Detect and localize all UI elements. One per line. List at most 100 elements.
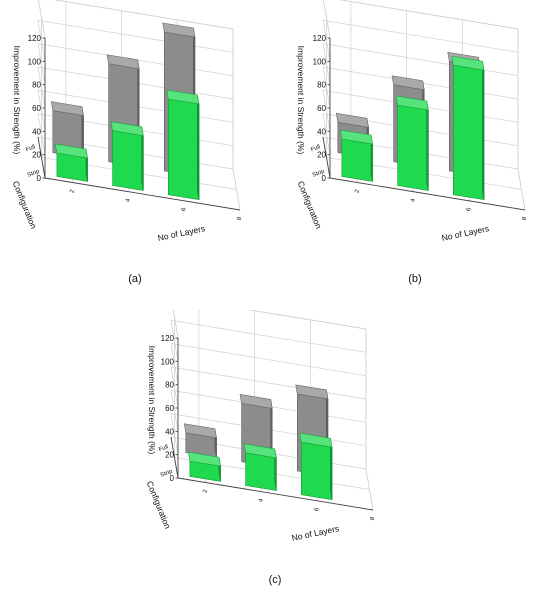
gridline-z [322,43,519,85]
x-tick-label: 6 [466,207,473,212]
x-tick-label: 2 [355,188,362,193]
floor-edge [365,468,374,511]
x-axis-line [44,177,241,211]
chart-axes: 0 20 40 60 80 100 120 2 4 6 8 Full Strip [310,34,528,221]
bar-top-face [239,394,273,409]
y-category-label: Full [25,144,36,153]
panel-label: (c) [269,574,282,586]
chart-panel-b: 0 20 40 60 80 100 120 2 4 6 8 Full Strip Improvement … [280,0,550,290]
x-tick-label: 4 [258,497,265,502]
x-tick-label: 4 [125,197,132,202]
bar-top-face [299,432,333,448]
z-tick-label: 80 [32,81,41,90]
bar-chart-3d: 0 20 40 60 80 100 120 2 4 6 8 Full Strip Improvement … [11,0,244,285]
bar-top-face [391,75,425,91]
y-category-label: Strip [312,169,326,179]
z-axis-title: Improvement in Strength (%) [296,46,306,155]
y-axis-line [322,136,331,179]
x-tick-label: 6 [314,507,321,512]
chart-axes: 0 20 40 60 80 100 120 2 4 6 8 Full Strip [25,34,243,221]
chart-axes: 0 20 40 60 80 100 120 2 4 6 8 Full Strip [158,334,376,521]
x-axis-title: No of Layers [441,223,490,243]
bar-strip-6 [299,432,333,501]
bar-side-face [426,100,429,191]
y-axis-title: Configuration [11,180,39,231]
bar-side-face [197,94,200,200]
bar-side-face [141,126,144,191]
x-tick-label: 6 [181,207,188,212]
z-tick-label: 100 [313,57,327,66]
panel-label: (a) [128,273,141,285]
x-axis-title: No of Layers [291,523,340,543]
z-tick-label: 120 [161,334,175,343]
z-tick-label: 0 [37,174,42,183]
bars [50,22,200,201]
z-tick-label: 20 [32,151,41,160]
gridline-x [517,29,526,211]
floor-edge [232,168,241,211]
x-axis-title: No of Layers [157,223,206,243]
z-tick-label: 100 [28,57,42,66]
floor-edge [517,168,526,211]
z-tick-label: 40 [32,127,41,136]
bar-chart-3d: 0 20 40 60 80 100 120 2 4 6 8 Full Strip Improvement … [145,296,377,586]
bar-top-face [340,129,373,145]
x-axis-line [329,177,526,211]
bars [183,384,333,501]
bar-strip-2 [340,129,373,182]
bar-front-face [453,64,485,201]
bar-strip-4 [243,443,277,491]
gridline-x [232,29,241,211]
gridline-z [170,343,367,385]
z-tick-label: 120 [313,34,327,43]
bar-side-face [482,61,485,200]
wall-outline [323,0,519,169]
bar-top-face [395,95,429,111]
z-tick-label: 100 [161,357,175,366]
gridline-z [38,0,234,39]
bar-strip-6 [166,89,200,201]
chart-panel-c: 0 20 40 60 80 100 120 2 4 6 8 Full Strip Improvement … [140,296,410,590]
bar-top-face [166,89,200,105]
bar-strip-6 [451,55,485,201]
bar-top-face [183,423,217,439]
bars [335,51,485,201]
bar-strip-4 [110,121,144,191]
bar-strip-4 [395,95,429,191]
wall-outline [38,0,234,169]
wall-outline [170,296,367,469]
bar-top-face [188,451,221,467]
x-tick-label: 8 [237,216,244,221]
bar-top-face [451,55,485,71]
y-axis-line [37,136,46,179]
gridline-x [365,329,374,511]
y-axis-line [170,436,179,479]
x-tick-label: 2 [203,488,210,493]
z-tick-label: 0 [170,474,175,483]
chart-panel-a: 0 20 40 60 80 100 120 2 4 6 8 Full Strip Improvement … [0,0,270,290]
bar-top-face [335,112,369,128]
bar-strip-2 [55,143,88,182]
bar-top-face [243,443,277,459]
x-tick-label: 8 [370,516,377,521]
z-tick-label: 0 [322,174,327,183]
bar-top-face [110,121,144,137]
z-tick-label: 20 [165,451,174,460]
y-category-label: Strip [160,469,174,479]
z-tick-label: 60 [32,104,41,113]
gridline-z [170,319,367,362]
bar-front-face [397,104,429,191]
z-axis-title: Improvement in Strength (%) [12,46,22,155]
bar-top-face [55,143,88,159]
panel-label: (b) [408,273,421,285]
bar-top-face [106,54,140,70]
x-tick-label: 2 [70,188,77,193]
z-tick-label: 20 [317,151,326,160]
bar-full-2 [183,423,217,458]
x-tick-label: 4 [410,197,417,202]
y-axis-title: Configuration [145,480,173,531]
z-tick-label: 60 [317,104,326,113]
z-tick-label: 120 [28,34,42,43]
y-axis-title: Configuration [296,180,324,231]
gridline-z [37,19,234,62]
